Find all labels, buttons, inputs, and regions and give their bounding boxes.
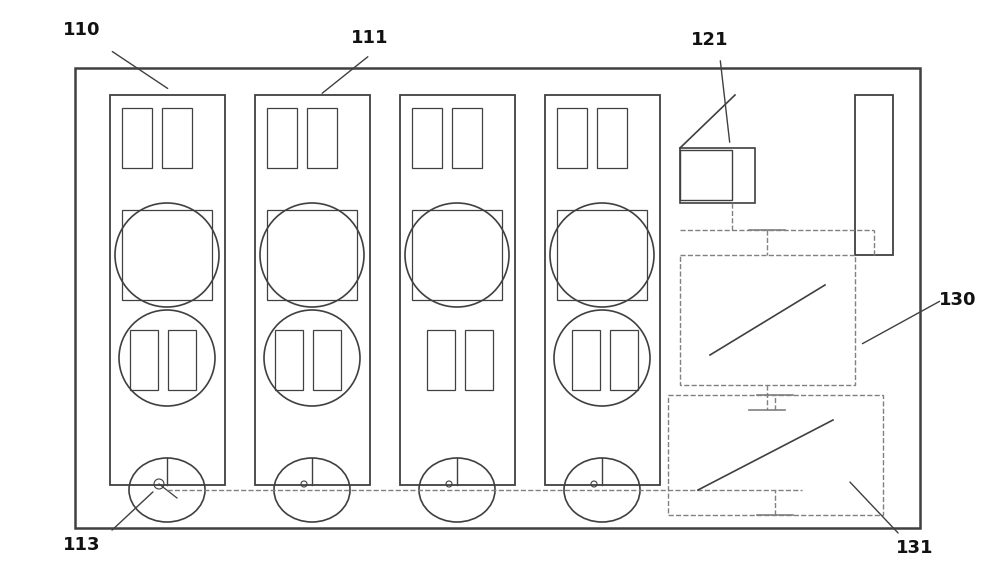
Bar	[668, 395, 883, 515]
Bar	[313, 330, 341, 390]
Bar	[597, 108, 627, 168]
Bar	[122, 210, 212, 300]
Bar	[465, 330, 493, 390]
Bar	[267, 108, 297, 168]
Bar	[855, 95, 893, 255]
Bar	[122, 108, 152, 168]
Bar	[557, 108, 587, 168]
Text: 111: 111	[351, 29, 389, 47]
Bar	[307, 108, 337, 168]
Bar	[680, 148, 755, 203]
Bar	[545, 95, 660, 485]
Bar	[572, 330, 600, 390]
Bar	[427, 330, 455, 390]
Bar	[680, 150, 732, 200]
Bar	[275, 330, 303, 390]
Bar	[412, 210, 502, 300]
Bar	[162, 108, 192, 168]
Bar	[452, 108, 482, 168]
Text: 121: 121	[691, 31, 729, 49]
Bar	[75, 68, 920, 528]
Bar	[400, 95, 515, 485]
Bar	[110, 95, 225, 485]
Text: 110: 110	[63, 21, 101, 39]
Bar	[412, 108, 442, 168]
Bar	[168, 330, 196, 390]
Bar	[130, 330, 158, 390]
Bar	[610, 330, 638, 390]
Text: 113: 113	[63, 536, 101, 554]
Bar	[255, 95, 370, 485]
Bar	[557, 210, 647, 300]
Bar	[680, 255, 855, 385]
Text: 131: 131	[896, 539, 934, 557]
Bar	[267, 210, 357, 300]
Text: 130: 130	[939, 291, 977, 309]
